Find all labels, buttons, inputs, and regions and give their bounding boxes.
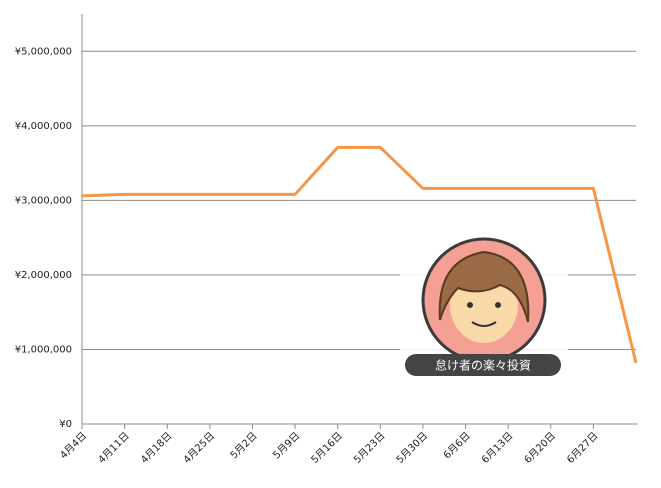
x-tick-label: 4月11日 [96, 430, 132, 466]
line-series [81, 145, 638, 364]
x-tick-label: 6月13日 [479, 430, 515, 466]
x-tick-label: 5月23日 [351, 430, 387, 466]
y-tick-label: ¥4,000,000 [15, 121, 72, 132]
x-tick-label: 4月18日 [138, 430, 174, 466]
x-tick-label: 4月4日 [58, 430, 90, 462]
y-tick-label: ¥5,000,000 [15, 46, 72, 57]
x-tick-label: 6月6日 [441, 430, 473, 462]
y-tick-label: ¥2,000,000 [15, 270, 72, 281]
x-tick-label: 5月9日 [271, 430, 303, 462]
x-tick-label: 6月20日 [522, 430, 558, 466]
logo [400, 235, 568, 385]
y-tick-label: ¥1,000,000 [15, 344, 72, 355]
x-tick-label: 4月25日 [181, 430, 217, 466]
y-tick-label: ¥3,000,000 [15, 195, 72, 206]
logo-text: 怠け者の楽々投資 [435, 358, 531, 373]
x-tick-label: 5月2日 [228, 430, 260, 462]
x-tick-label: 5月16日 [309, 430, 345, 466]
y-tick-label: ¥0 [59, 419, 72, 430]
x-tick-label: 5月30日 [394, 430, 430, 466]
x-tick-label: 6月27日 [564, 430, 600, 466]
